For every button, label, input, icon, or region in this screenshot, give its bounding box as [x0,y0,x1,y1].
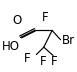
Text: Br: Br [62,34,75,47]
Text: F: F [24,52,30,65]
Text: F: F [41,11,48,24]
Text: O: O [12,14,21,27]
Text: HO: HO [1,40,19,53]
Text: F: F [51,55,57,68]
Text: F: F [40,55,46,68]
